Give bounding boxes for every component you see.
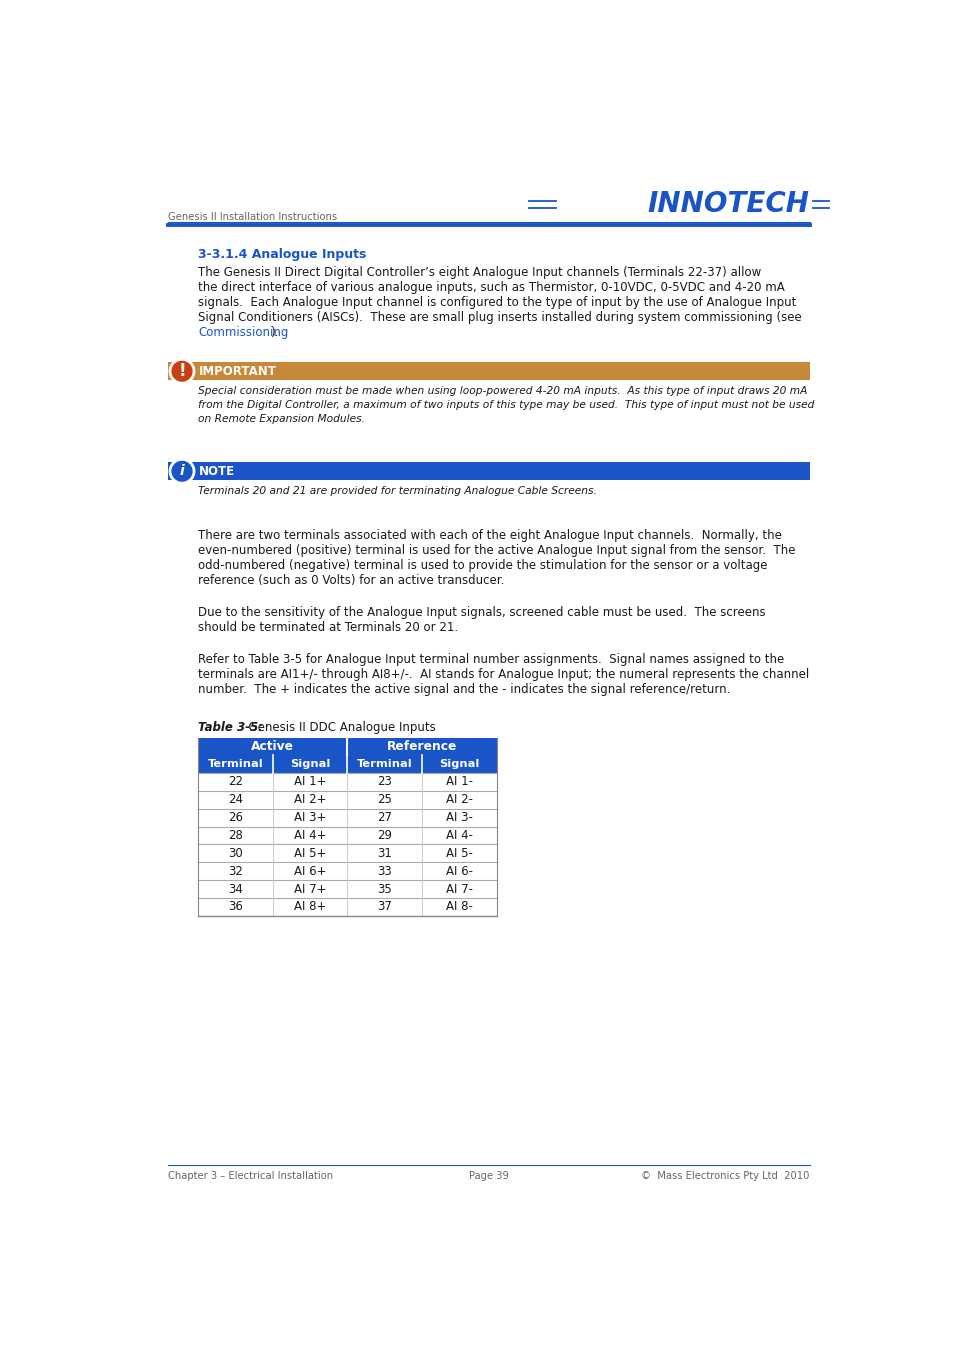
Text: 26: 26 [228,811,243,824]
Text: The Genesis II Direct Digital Controller’s eight Analogue Input channels (Termin: The Genesis II Direct Digital Controller… [198,266,760,279]
Text: 34: 34 [228,883,243,895]
Text: 35: 35 [377,883,392,895]
Text: AI 5+: AI 5+ [294,846,326,860]
Text: the direct interface of various analogue inputs, such as Thermistor, 0-10VDC, 0-: the direct interface of various analogue… [198,281,784,294]
FancyBboxPatch shape [421,755,497,774]
Text: odd-numbered (negative) terminal is used to provide the stimulation for the sens: odd-numbered (negative) terminal is used… [198,559,767,571]
Text: i: i [179,464,184,478]
Text: 25: 25 [377,794,392,806]
Text: 30: 30 [228,846,243,860]
Text: 37: 37 [377,900,392,914]
Text: ©  Mass Electronics Pty Ltd  2010: © Mass Electronics Pty Ltd 2010 [640,1170,809,1181]
Text: 22: 22 [228,775,243,788]
Text: Due to the sensitivity of the Analogue Input signals, screened cable must be use: Due to the sensitivity of the Analogue I… [198,606,765,618]
Text: Commissioning: Commissioning [198,325,289,339]
Text: 36: 36 [228,900,243,914]
Text: reference (such as 0 Volts) for an active transducer.: reference (such as 0 Volts) for an activ… [198,574,504,587]
FancyBboxPatch shape [347,755,421,774]
Text: There are two terminals associated with each of the eight Analogue Input channel: There are two terminals associated with … [198,529,781,541]
Text: Terminals 20 and 21 are provided for terminating Analogue Cable Screens.: Terminals 20 and 21 are provided for ter… [198,486,597,497]
FancyBboxPatch shape [198,737,347,755]
Text: Active: Active [252,740,294,753]
Text: !: ! [178,362,186,379]
Text: Special consideration must be made when using loop-powered 4-20 mA inputs.  As t: Special consideration must be made when … [198,386,807,397]
FancyBboxPatch shape [273,755,347,774]
Text: 23: 23 [377,775,392,788]
Text: AI 6+: AI 6+ [294,864,326,878]
Text: AI 8+: AI 8+ [294,900,326,914]
Text: should be terminated at Terminals 20 or 21.: should be terminated at Terminals 20 or … [198,621,458,633]
Text: 3-3.1.4 Analogue Inputs: 3-3.1.4 Analogue Inputs [198,248,366,262]
Text: 28: 28 [228,829,243,842]
Text: AI 2+: AI 2+ [294,794,326,806]
Text: AI 1+: AI 1+ [294,775,326,788]
Text: AI 8-: AI 8- [445,900,473,914]
Text: AI 4-: AI 4- [445,829,473,842]
Text: terminals are AI1+/- through AI8+/-.  AI stands for Analogue Input; the numeral : terminals are AI1+/- through AI8+/-. AI … [198,668,809,680]
Circle shape [170,459,193,483]
Text: AI 2-: AI 2- [445,794,473,806]
Text: AI 7+: AI 7+ [294,883,326,895]
Text: Terminal: Terminal [356,759,413,769]
Text: AI 7-: AI 7- [445,883,473,895]
Text: NOTE: NOTE [199,464,235,478]
Text: AI 5-: AI 5- [445,846,473,860]
Text: signals.  Each Analogue Input channel is configured to the type of input by the : signals. Each Analogue Input channel is … [198,296,796,309]
FancyBboxPatch shape [347,737,497,755]
Text: 27: 27 [376,811,392,824]
Text: 31: 31 [377,846,392,860]
Text: AI 1-: AI 1- [445,775,473,788]
Text: Genesis II DDC Analogue Inputs: Genesis II DDC Analogue Inputs [241,721,436,734]
Text: Genesis II Installation Instructions: Genesis II Installation Instructions [168,212,336,223]
Text: Reference: Reference [387,740,456,753]
FancyBboxPatch shape [168,462,809,481]
Text: Signal: Signal [438,759,479,769]
Text: Chapter 3 – Electrical Installation: Chapter 3 – Electrical Installation [168,1170,333,1181]
Text: number.  The + indicates the active signal and the - indicates the signal refere: number. The + indicates the active signa… [198,683,730,695]
FancyBboxPatch shape [168,362,809,381]
Text: Page 39: Page 39 [469,1170,508,1181]
Text: AI 6-: AI 6- [445,864,473,878]
Text: AI 3-: AI 3- [445,811,473,824]
Text: 32: 32 [228,864,243,878]
FancyBboxPatch shape [198,755,273,774]
Text: Signal: Signal [290,759,330,769]
Text: from the Digital Controller, a maximum of two inputs of this type may be used.  : from the Digital Controller, a maximum o… [198,400,814,410]
Text: INNOTECH: INNOTECH [647,190,809,219]
Text: Refer to Table 3-5 for Analogue Input terminal number assignments.  Signal names: Refer to Table 3-5 for Analogue Input te… [198,652,783,666]
Text: Terminal: Terminal [208,759,263,769]
Text: Signal Conditioners (AISCs).  These are small plug inserts installed during syst: Signal Conditioners (AISCs). These are s… [198,310,801,324]
Text: on Remote Expansion Modules.: on Remote Expansion Modules. [198,414,365,424]
Text: even-numbered (positive) terminal is used for the active Analogue Input signal f: even-numbered (positive) terminal is use… [198,544,795,556]
Circle shape [170,359,193,383]
Text: AI 3+: AI 3+ [294,811,326,824]
Text: AI 4+: AI 4+ [294,829,326,842]
Text: 29: 29 [376,829,392,842]
Text: ).: ). [270,325,277,339]
Text: 24: 24 [228,794,243,806]
Text: Table 3‑5:: Table 3‑5: [198,721,263,734]
Text: 33: 33 [377,864,392,878]
Text: IMPORTANT: IMPORTANT [199,364,276,378]
